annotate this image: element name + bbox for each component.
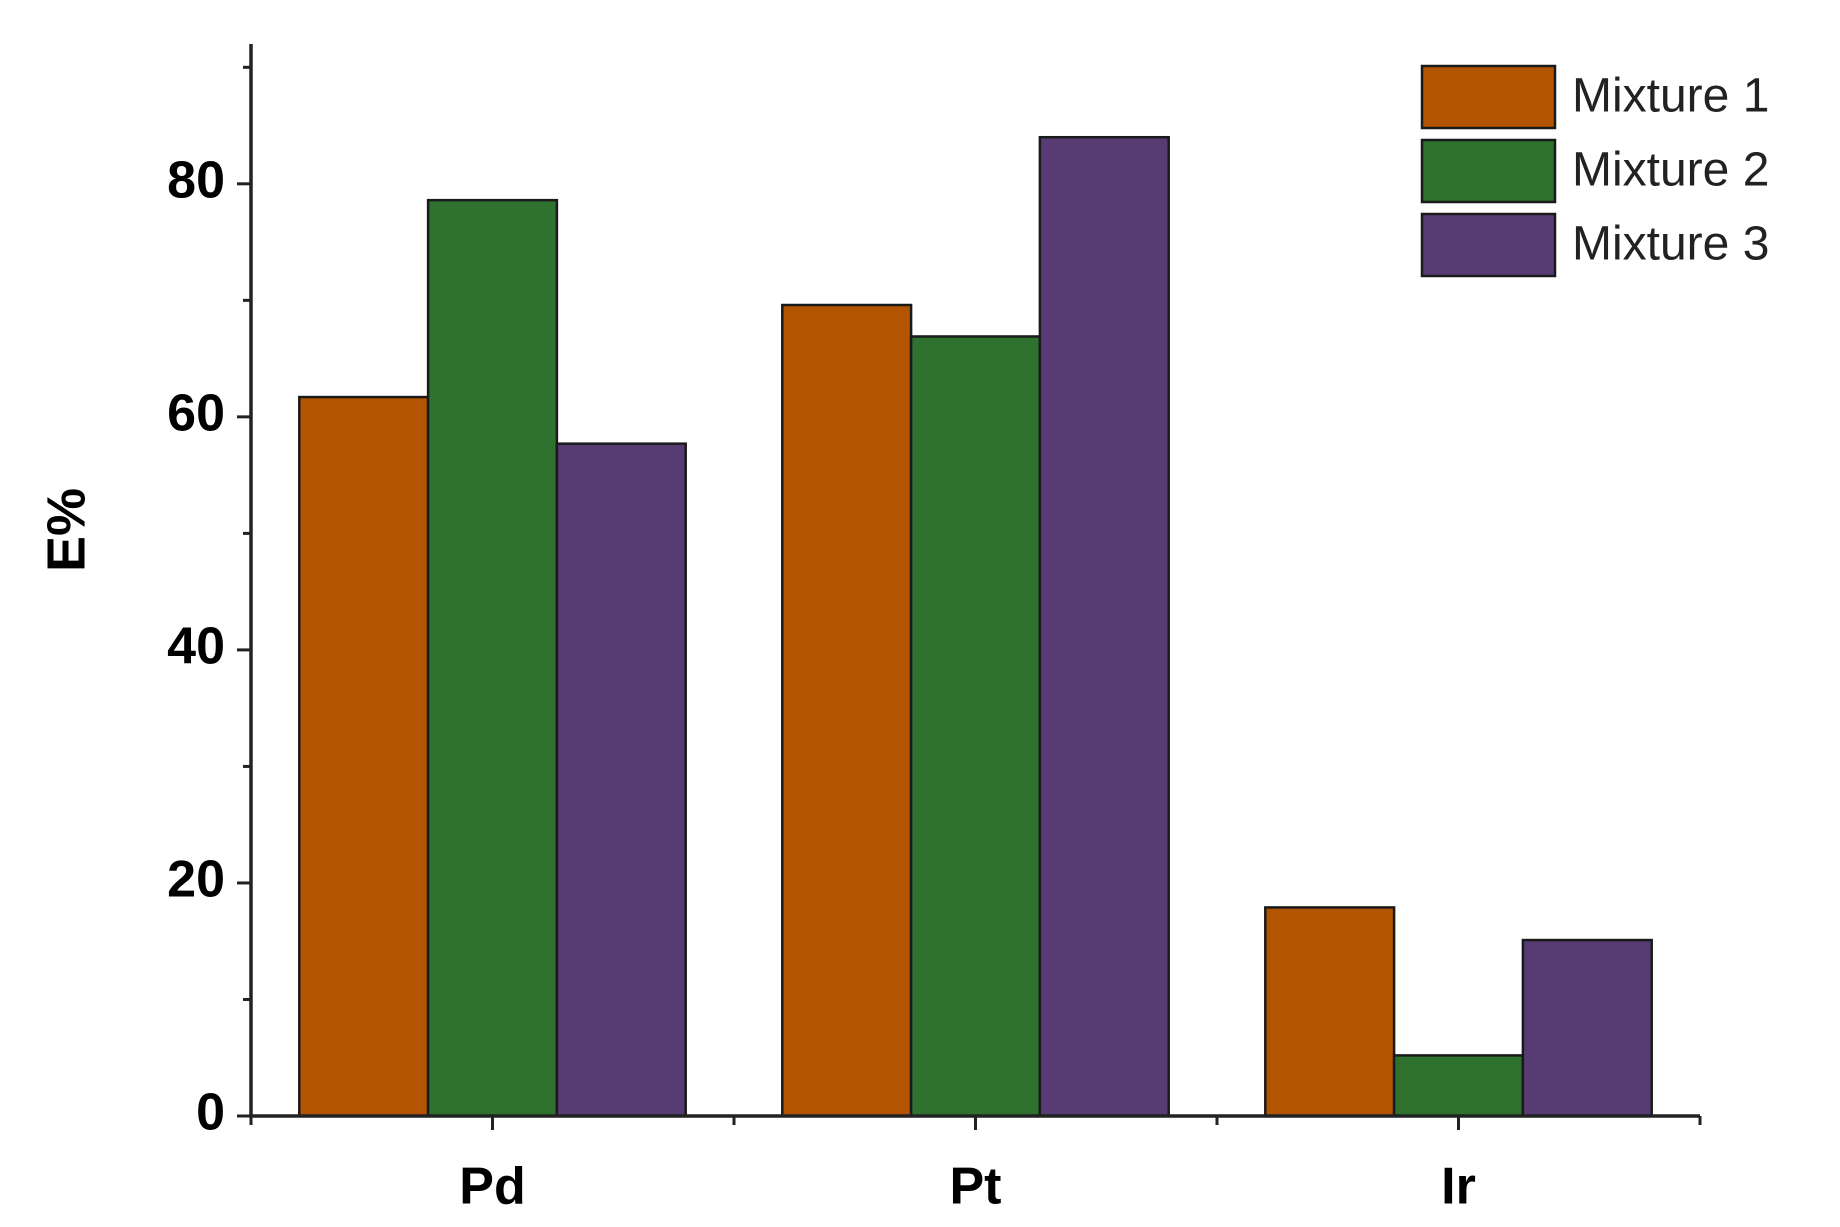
y-tick-label: 0 bbox=[196, 1084, 225, 1142]
legend-swatch bbox=[1420, 64, 1557, 130]
y-tick-label: 60 bbox=[167, 385, 225, 443]
bar bbox=[1038, 135, 1170, 1118]
legend-label: Mixture 1 bbox=[1572, 70, 1769, 123]
legend-label: Mixture 2 bbox=[1572, 144, 1769, 197]
x-tick-label: Ir bbox=[1441, 1158, 1476, 1216]
bar bbox=[1521, 938, 1653, 1118]
x-tick-label: Pd bbox=[459, 1158, 525, 1216]
bar bbox=[781, 303, 913, 1118]
legend-label: Mixture 3 bbox=[1572, 218, 1769, 271]
y-axis-label: E% bbox=[36, 488, 96, 572]
bar bbox=[298, 395, 430, 1118]
legend-swatch bbox=[1420, 212, 1557, 278]
bar bbox=[909, 335, 1042, 1118]
bar bbox=[1264, 906, 1396, 1118]
x-tick-label: Pt bbox=[950, 1158, 1002, 1216]
bar bbox=[1392, 1054, 1525, 1118]
y-tick-label: 80 bbox=[167, 152, 225, 210]
legend-swatch bbox=[1420, 138, 1557, 204]
y-tick-label: 20 bbox=[167, 851, 225, 909]
bar bbox=[426, 198, 559, 1118]
bar bbox=[555, 442, 687, 1118]
y-tick-label: 40 bbox=[167, 618, 225, 676]
